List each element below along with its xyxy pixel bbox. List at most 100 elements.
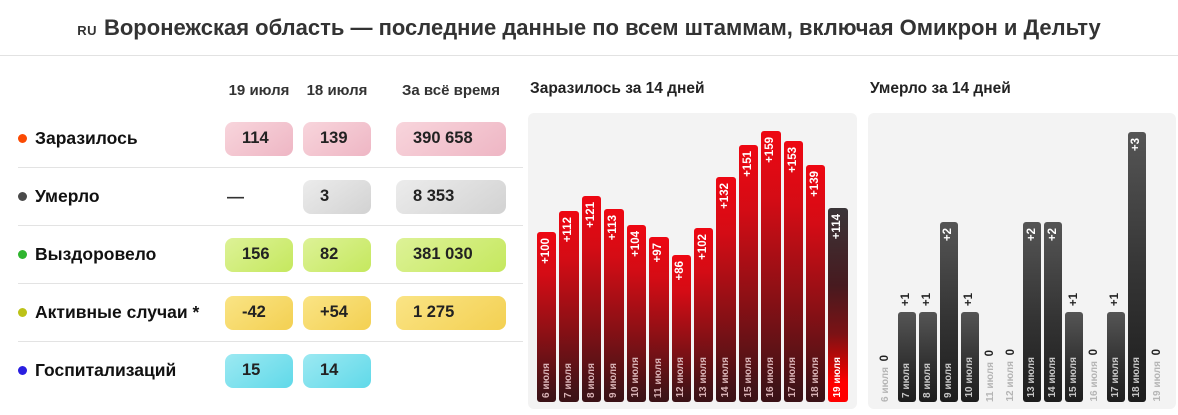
chart-deaths-plot: 0 6 июля +1 7 июля +1 8 июля +2 9 июля +1 10 июля… <box>868 113 1176 409</box>
bar-value-label: +159 <box>764 137 777 163</box>
chart-column: +2 9 июля <box>939 222 958 402</box>
row-label-cell: Заразилось <box>18 128 225 149</box>
bar: +159 16 июля <box>761 131 781 402</box>
stat-badge: -42 <box>225 295 293 330</box>
stat-badge: 82 <box>303 237 371 272</box>
bar-date-label: 14 июля <box>720 357 732 398</box>
bar-date-label: 12 июля <box>1005 361 1017 402</box>
bar-value-label: 0 <box>983 349 996 357</box>
value-cell: 390 658 <box>396 121 506 156</box>
bar-date-label: 11 июля <box>652 358 664 398</box>
chart-column: 0 11 июля <box>982 350 1000 402</box>
chart-column: +3 18 июля <box>1128 132 1146 402</box>
bar-date-label: 11 июля <box>984 362 996 402</box>
bar-date-label: 15 июля <box>742 357 754 398</box>
value-cell: 1 275 <box>396 295 506 330</box>
bar: +100 6 июля <box>537 232 557 402</box>
bar: +2 13 июля <box>1023 222 1042 402</box>
bar-date-label: 8 июля <box>921 363 933 398</box>
value-cell: 82 <box>303 237 371 272</box>
table-row: Госпитализаций 15 14 <box>18 342 523 399</box>
chart-column: +1 8 июля <box>918 293 937 402</box>
stat-badge: 114 <box>225 121 293 156</box>
chart-column: +100 6 июля <box>537 232 557 402</box>
row-bullet-icon <box>18 308 27 317</box>
bar-date-label: 18 июля <box>1131 357 1143 398</box>
bar: 10 июля <box>960 312 979 402</box>
bar-date-label: 19 июля <box>1151 361 1163 402</box>
bar: +132 14 июля <box>716 177 736 402</box>
bar-value-label: +86 <box>674 261 687 281</box>
chart-column: +112 7 июля <box>559 211 579 402</box>
chart-column: +139 18 июля <box>806 165 826 402</box>
stat-badge: 381 030 <box>396 237 506 272</box>
bar-value-label: 0 <box>1151 349 1164 356</box>
bar: +86 12 июля <box>671 255 691 402</box>
chart-infected-title: Заразилось за 14 дней <box>530 80 705 97</box>
value-cell: — <box>225 187 293 207</box>
stat-badge: 15 <box>225 353 293 388</box>
row-bullet-icon <box>18 366 27 375</box>
bar-date-label: 6 июля <box>879 367 891 402</box>
bar: +114 19 июля <box>828 208 848 402</box>
stat-plain-value: — <box>227 186 244 206</box>
stats-table-header: 19 июля 18 июля За всё время <box>18 70 523 110</box>
chart-column: +97 11 июля <box>649 237 669 402</box>
stat-badge: 8 353 <box>396 179 506 214</box>
bar-value-label: 0 <box>1088 349 1101 356</box>
chart-column: +1 17 июля <box>1107 293 1126 402</box>
stat-badge: 139 <box>303 121 371 156</box>
row-label-cell: Умерло <box>18 186 225 207</box>
bar-value-label: +151 <box>741 151 754 177</box>
value-cell: 114 <box>225 121 293 156</box>
table-row: Активные случаи * -42 +54 1 275 <box>18 284 523 342</box>
bar-value-label: +1 <box>900 292 913 306</box>
stat-badge: 14 <box>303 353 371 388</box>
stats-table-body: Заразилось 114 139 390 658 Умерло — 3 8 353 Вызд… <box>18 110 523 399</box>
bar: +102 13 июля <box>693 228 714 402</box>
value-cell: -42 <box>225 295 293 330</box>
bar-value-label: +102 <box>696 234 709 260</box>
bar: +104 10 июля <box>626 225 647 402</box>
bar-value-label: +121 <box>584 202 597 228</box>
row-label: Госпитализаций <box>35 360 177 380</box>
row-label-cell: Активные случаи * <box>18 302 225 323</box>
column-header-day1: 19 июля <box>228 81 290 99</box>
stat-badge: 390 658 <box>396 121 506 156</box>
bar-value-label: +114 <box>831 214 844 240</box>
bar-value-label: +97 <box>652 243 665 263</box>
bar-value-label: +100 <box>539 238 552 264</box>
value-cell: 156 <box>225 237 293 272</box>
bar: +112 7 июля <box>559 211 579 402</box>
page-title-text: Воронежская область — последние данные п… <box>103 14 1101 40</box>
table-row: Выздоровело 156 82 381 030 <box>18 226 523 284</box>
chart-column: 0 16 июля <box>1086 349 1104 402</box>
table-row: Умерло — 3 8 353 <box>18 168 523 226</box>
chart-column: 0 12 июля <box>1003 349 1021 402</box>
table-row: Заразилось 114 139 390 658 <box>18 110 523 168</box>
chart-infected-14d: Заразилось за 14 дней +100 6 июля +112 7 ию… <box>528 80 857 409</box>
bar-date-label: 6 июля <box>540 363 552 398</box>
value-cell: 8 353 <box>396 179 506 214</box>
bar-date-label: 19 июля <box>832 357 844 398</box>
bar-date-label: 16 июля <box>1089 361 1101 402</box>
stats-table: 19 июля 18 июля За всё время Заразилось 1… <box>18 70 523 399</box>
bar: 8 июля <box>918 312 937 402</box>
value-cell: 3 <box>303 179 371 214</box>
bar-date-label: 18 июля <box>809 357 821 398</box>
row-label: Заразилось <box>35 128 138 148</box>
bar-date-label: 7 июля <box>563 363 575 398</box>
value-cell: 139 <box>303 121 371 156</box>
chart-column: 0 19 июля <box>1149 349 1167 402</box>
bar-value-label: 0 <box>1004 349 1017 356</box>
bar: 15 июля <box>1065 312 1084 402</box>
bar-date-label: 7 июля <box>900 363 912 398</box>
chart-column: +104 10 июля <box>626 225 647 402</box>
chart-column: +1 15 июля <box>1065 293 1084 402</box>
country-code: RU <box>77 22 97 38</box>
bar-date-label: 13 июля <box>697 357 709 398</box>
bar-value-label: +112 <box>562 217 575 243</box>
bar-value-label: 0 <box>879 354 892 362</box>
value-cell: 14 <box>303 353 371 388</box>
